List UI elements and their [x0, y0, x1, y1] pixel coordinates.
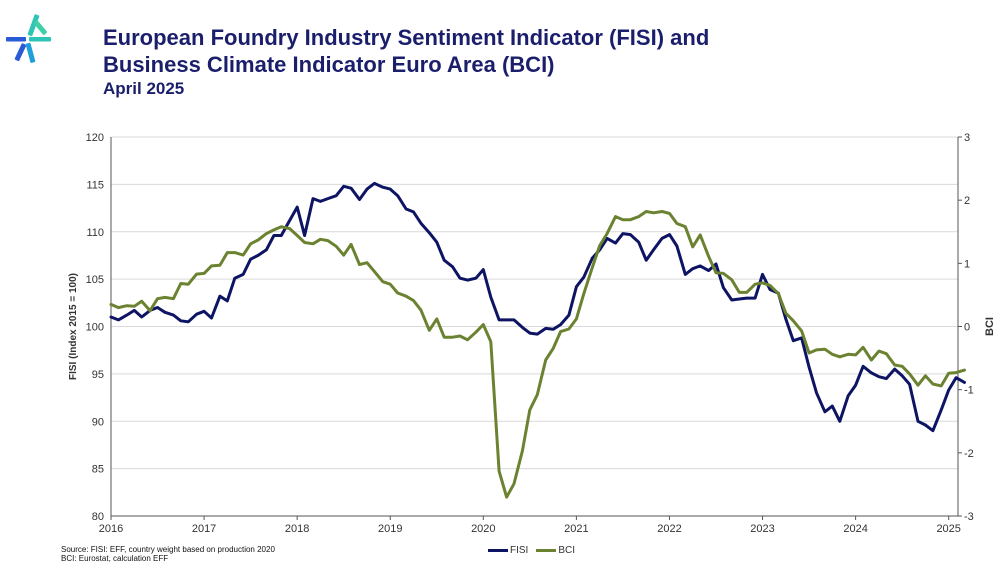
title-line-2: Business Climate Indicator Euro Area (BC…	[103, 52, 555, 77]
y-right-tick-label: 3	[964, 132, 970, 144]
legend-swatch-bci	[536, 549, 557, 552]
legend-label-fisi: FISI	[510, 545, 529, 556]
chart-subtitle: April 2025	[103, 79, 185, 98]
series-line-bci	[109, 210, 966, 499]
source-line-2: BCI: Eurostat, calculation EFF	[61, 554, 169, 563]
chart-title: European Foundry Industry Sentiment Indi…	[103, 24, 709, 78]
y-left-tick-label: 120	[86, 132, 104, 144]
x-tick-label: 2023	[750, 523, 774, 535]
x-tick-label: 2024	[843, 523, 867, 535]
legend-swatch-fisi	[488, 549, 508, 552]
y-left-tick-label: 110	[86, 227, 104, 239]
series-line-fisi	[109, 181, 966, 433]
y-left-axis-title: FISI (Index 2015 = 100)	[68, 273, 79, 380]
y-left-tick-label: 80	[92, 511, 104, 523]
x-tick-label: 2025	[936, 523, 960, 535]
title-line-1: European Foundry Industry Sentiment Indi…	[103, 25, 710, 50]
x-tick-label: 2018	[285, 523, 309, 535]
source-note: Source: FISI: EFF, country weight based …	[61, 545, 275, 563]
x-tick-label: 2022	[657, 523, 681, 535]
y-left-tick-label: 90	[92, 416, 104, 428]
source-line-1: Source: FISI: EFF, country weight based …	[61, 545, 275, 554]
eff-logo-icon	[6, 14, 51, 63]
y-left-tick-label: 95	[92, 369, 104, 381]
y-right-axis-title: BCI	[984, 317, 996, 336]
y-right-tick-label: 2	[964, 195, 970, 207]
y-left-tick-label: 85	[92, 464, 104, 476]
x-tick-label: 2016	[99, 523, 123, 535]
y-left-tick-label: 105	[86, 274, 104, 286]
x-tick-label: 2020	[471, 523, 495, 535]
y-left-tick-label: 115	[86, 179, 104, 191]
y-right-tick-label: -1	[964, 385, 974, 397]
x-tick-label: 2017	[192, 523, 216, 535]
chart-legend: FISI BCI	[488, 545, 583, 556]
legend-item-bci: BCI	[536, 545, 575, 556]
legend-label-bci: BCI	[558, 545, 576, 556]
y-left-tick-label: 100	[86, 322, 104, 334]
x-tick-label: 2019	[378, 523, 402, 535]
y-right-tick-label: -2	[964, 448, 974, 460]
y-right-tick-label: 1	[964, 258, 970, 270]
x-tick-label: 2021	[564, 523, 588, 535]
y-right-tick-label: 0	[964, 322, 970, 334]
y-right-tick-label: -3	[964, 511, 974, 523]
legend-item-fisi: FISI	[488, 545, 528, 556]
